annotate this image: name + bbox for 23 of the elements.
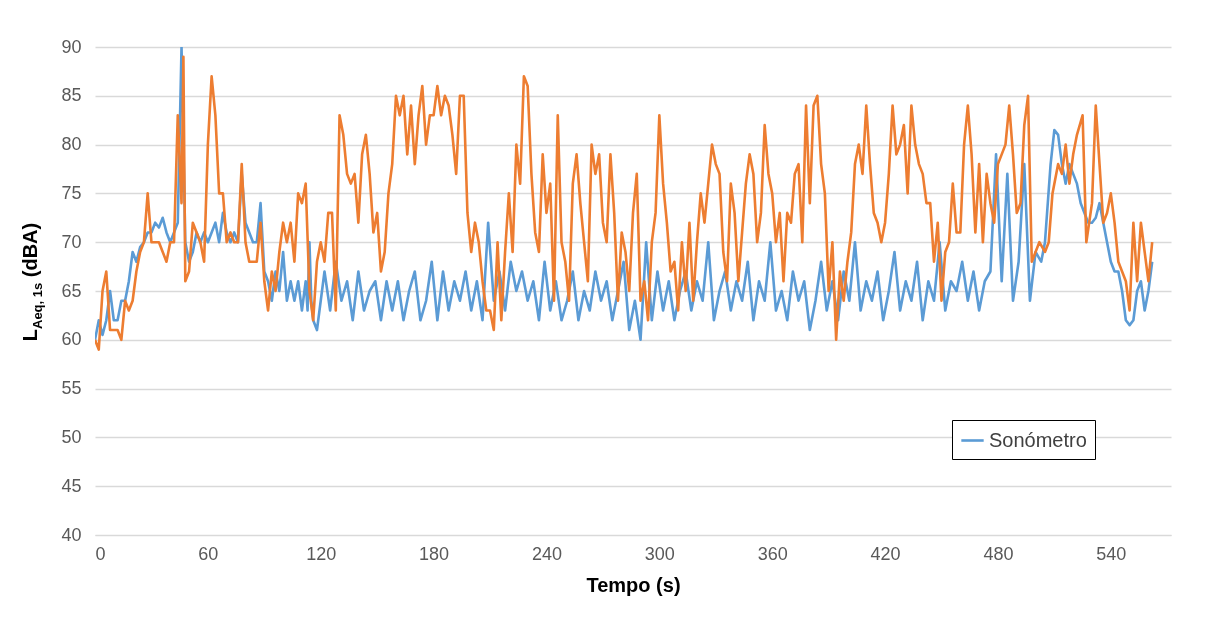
x-axis-title: Tempo (s) — [586, 573, 681, 596]
x-tick-label: 540 — [1096, 543, 1127, 564]
y-tick-label: 55 — [61, 378, 82, 399]
x-tick-label: 240 — [531, 543, 562, 564]
x-tick-label: 360 — [757, 543, 788, 564]
y-tick-label: 45 — [61, 475, 82, 496]
x-tick-label: 60 — [198, 543, 219, 564]
x-tick-label: 120 — [306, 543, 337, 564]
legend-label: Sonómetro — [989, 428, 1087, 451]
y-tick-label: 70 — [61, 231, 82, 252]
y-tick-label: 40 — [61, 524, 82, 545]
x-tick-label: 480 — [983, 543, 1014, 564]
y-tick-label: 85 — [61, 85, 82, 106]
y-tick-label: 75 — [61, 182, 82, 203]
x-tick-label: 300 — [644, 543, 675, 564]
y-tick-label: 80 — [61, 134, 82, 155]
x-tick-label: 420 — [870, 543, 901, 564]
y-tick-label: 50 — [61, 426, 82, 447]
y-tick-label: 90 — [61, 36, 82, 57]
y-tick-label: 65 — [61, 280, 82, 301]
y-tick-label: 60 — [61, 329, 82, 350]
x-tick-label: 0 — [95, 543, 106, 564]
x-tick-label: 180 — [419, 543, 450, 564]
